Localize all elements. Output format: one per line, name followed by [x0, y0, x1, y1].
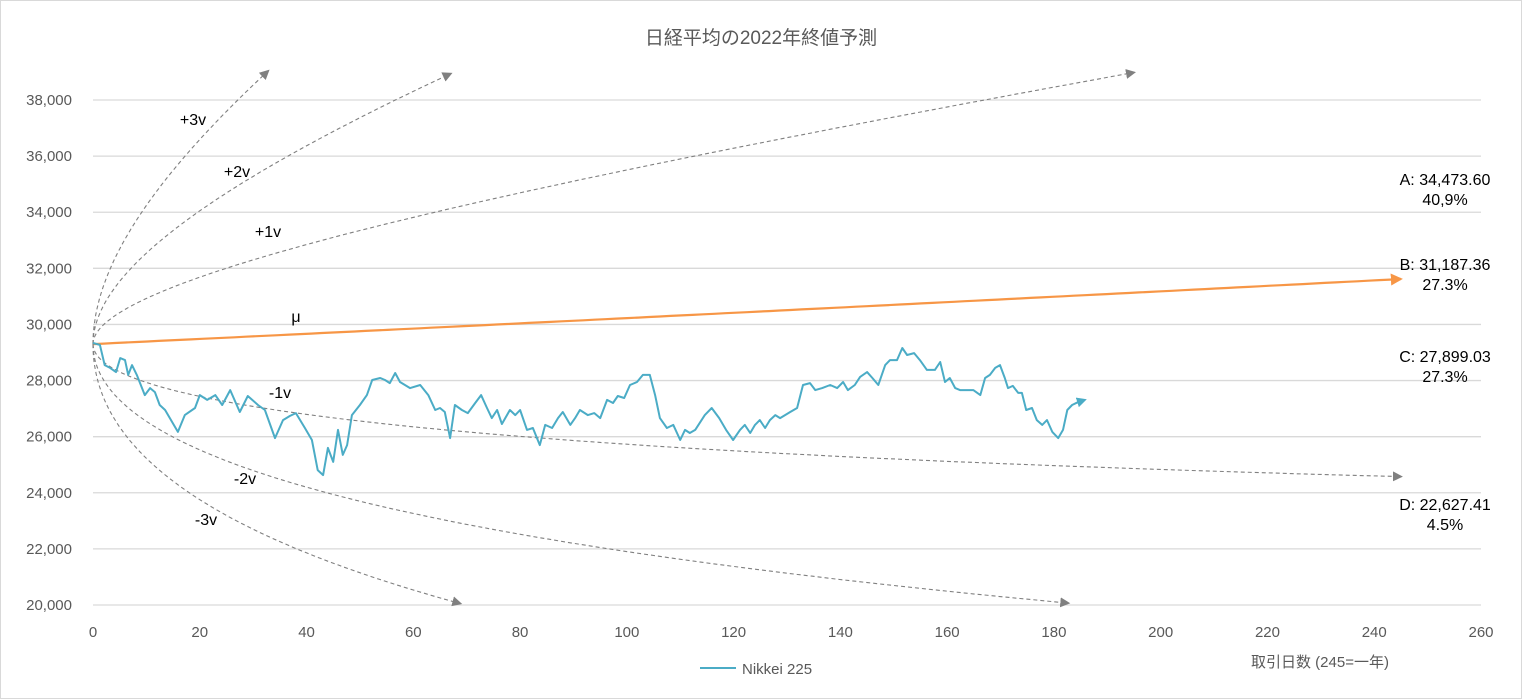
x-tick-label: 200 [1148, 624, 1173, 641]
y-tick-label: 24,000 [26, 485, 72, 502]
annotation-d-value: D: 22,627.41 [1399, 497, 1491, 514]
y-tick-label: 34,000 [26, 204, 72, 221]
curve-label: -2v [234, 471, 256, 488]
annotation-c-percent: 27.3% [1422, 369, 1467, 386]
sigma-band-curve [92, 72, 453, 345]
x-tick-label: 260 [1468, 624, 1493, 641]
curve-label: +1v [255, 224, 281, 241]
y-tick-label: 28,000 [26, 373, 72, 390]
y-tick-label: 32,000 [26, 260, 72, 277]
sigma-band-curve [92, 69, 270, 345]
curve-label: μ [291, 309, 300, 326]
sigma-band-curve [92, 344, 1403, 482]
x-tick-label: 160 [935, 624, 960, 641]
chart-title: 日経平均の2022年終値予測 [645, 27, 877, 49]
x-tick-label: 40 [298, 624, 315, 641]
y-tick-label: 20,000 [26, 597, 72, 614]
y-tick-label: 36,000 [26, 148, 72, 165]
annotation-c-value: C: 27,899.03 [1399, 349, 1491, 366]
x-tick-label: 220 [1255, 624, 1280, 641]
x-tick-label: 180 [1041, 624, 1066, 641]
annotation-a-value: A: 34,473.60 [1400, 172, 1491, 189]
x-tick-label: 80 [512, 624, 529, 641]
annotation-d-percent: 4.5% [1427, 517, 1463, 534]
x-tick-label: 140 [828, 624, 853, 641]
sigma-band-curve [92, 68, 1136, 345]
annotation-b-percent: 27.3% [1422, 277, 1467, 294]
legend: Nikkei 225 [700, 661, 812, 678]
x-tick-label: 120 [721, 624, 746, 641]
curve-label: +3v [180, 112, 206, 129]
annotation-a-percent: 40,9% [1422, 192, 1467, 209]
y-tick-label: 26,000 [26, 429, 72, 446]
legend-label: Nikkei 225 [742, 661, 812, 678]
x-tick-label: 0 [89, 624, 97, 641]
y-tick-label: 38,000 [26, 92, 72, 109]
x-axis-label: 取引日数 (245=一年) [1251, 654, 1389, 671]
series-line-nikkei-225 [92, 342, 1087, 477]
x-tick-label: 240 [1362, 624, 1387, 641]
annotation-b-value: B: 31,187.36 [1400, 257, 1491, 274]
curve-label: +2v [224, 164, 250, 181]
y-tick-label: 30,000 [26, 316, 72, 333]
sigma-band-curve [92, 344, 1071, 608]
mu-projection-line [92, 273, 1403, 346]
curve-label: -3v [195, 512, 217, 529]
curve-label: -1v [269, 385, 291, 402]
x-tick-label: 20 [191, 624, 208, 641]
x-tick-label: 60 [405, 624, 422, 641]
x-tick-label: 100 [614, 624, 639, 641]
y-tick-label: 22,000 [26, 541, 72, 558]
